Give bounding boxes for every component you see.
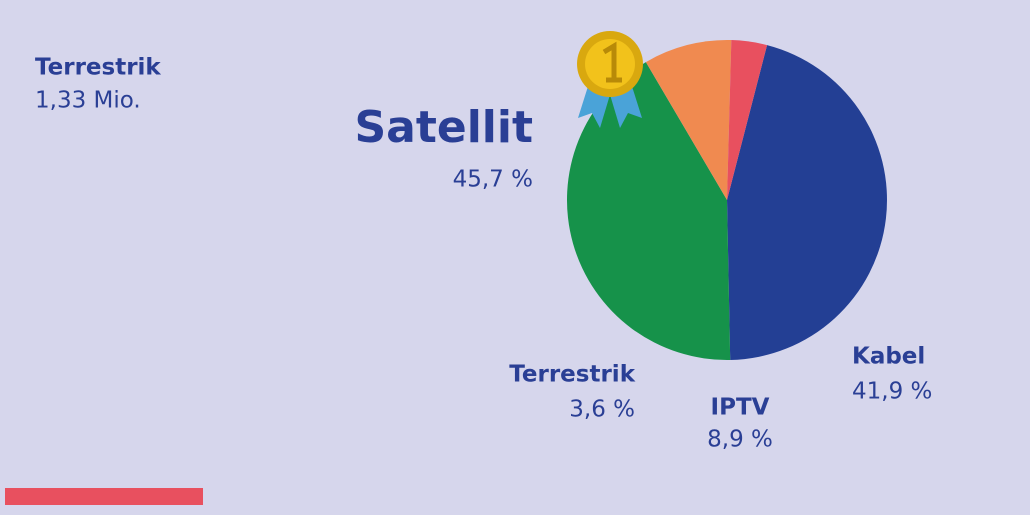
- pie-slice: [727, 40, 768, 201]
- category-label: Terrestrik: [509, 362, 635, 388]
- pie-slice: [567, 62, 731, 361]
- value-label: 8,9 %: [707, 427, 773, 453]
- value-label: 45,7 %: [453, 167, 533, 193]
- accent-bar: [5, 488, 203, 505]
- category-label: IPTV: [711, 395, 770, 421]
- value-label: 41,9 %: [852, 379, 932, 405]
- category-label: Satellit: [354, 102, 533, 153]
- annotation-label: Terrestrik: [35, 55, 161, 81]
- category-label: Kabel: [852, 344, 925, 370]
- annotation-text: 1,33 Mio.: [35, 88, 141, 114]
- medal-number: [602, 41, 622, 83]
- medal-icon: [577, 31, 643, 128]
- medal-inner: [585, 39, 635, 89]
- value-label: 3,6 %: [569, 397, 635, 423]
- pie-slice: [645, 39, 732, 200]
- pie-slice: [727, 45, 887, 360]
- pie: [567, 39, 887, 361]
